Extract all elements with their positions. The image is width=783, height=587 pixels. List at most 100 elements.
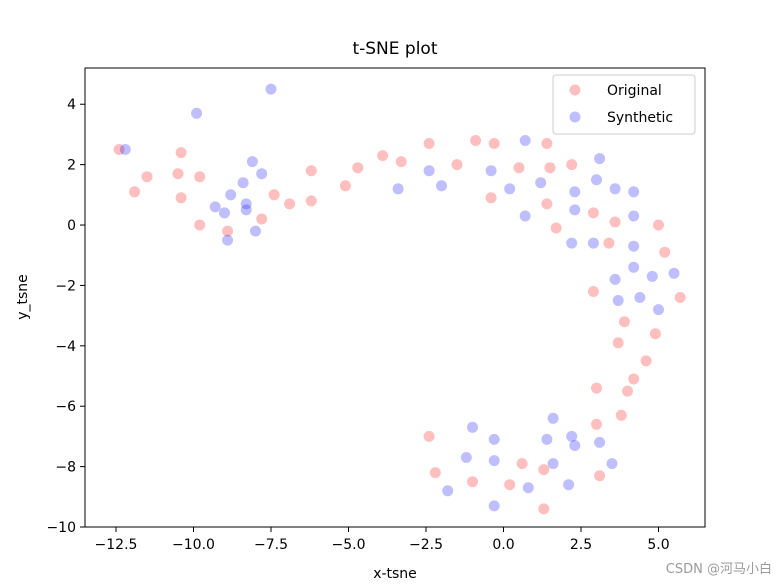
y-axis-ticks: −10 −8 −6 −4 −2 0 2 4 — [46, 97, 85, 536]
point-synthetic-21 — [569, 186, 581, 198]
point-original-1 — [129, 186, 141, 198]
point-original-6 — [194, 171, 206, 183]
point-synthetic-27 — [609, 183, 621, 195]
y-tick-label: −6 — [55, 399, 76, 415]
x-tick-label: −12.5 — [95, 537, 138, 553]
y-tick-label: −8 — [55, 460, 76, 476]
point-original-18 — [423, 138, 435, 149]
point-original-20 — [470, 135, 482, 146]
y-tick-label: 0 — [67, 218, 76, 234]
y-tick-label: −4 — [55, 339, 76, 355]
x-axis-title: x-tsne — [373, 566, 417, 582]
x-tick-label: 5.0 — [647, 537, 669, 553]
point-original-22 — [485, 192, 497, 204]
x-tick-label: 2.5 — [570, 537, 592, 553]
point-synthetic-24 — [587, 237, 599, 249]
point-original-15 — [352, 162, 364, 174]
point-synthetic-47 — [541, 433, 553, 445]
legend-marker-synthetic — [569, 111, 581, 123]
y-tick-label: 2 — [67, 158, 76, 174]
point-synthetic-42 — [488, 455, 500, 467]
x-tick-label: −10.0 — [172, 537, 215, 553]
point-original-35 — [618, 316, 630, 328]
point-synthetic-1 — [191, 107, 203, 119]
point-original-34 — [587, 286, 599, 297]
point-original-9 — [256, 213, 268, 225]
point-synthetic-26 — [594, 153, 606, 165]
point-original-47 — [467, 476, 478, 488]
point-original-24 — [541, 138, 553, 149]
point-synthetic-48 — [563, 479, 575, 491]
y-axis-title: y_tsne — [15, 274, 31, 320]
point-original-43 — [615, 409, 627, 421]
point-original-11 — [284, 198, 296, 210]
legend: Original Synthetic — [552, 74, 696, 135]
y-tick-label: −2 — [55, 278, 76, 294]
y-tick-label: −10 — [46, 520, 76, 536]
point-original-29 — [587, 207, 599, 219]
point-synthetic-40 — [442, 485, 454, 497]
point-synthetic-49 — [566, 430, 578, 442]
point-original-37 — [674, 292, 686, 303]
point-original-33 — [659, 246, 671, 258]
point-original-14 — [339, 180, 351, 192]
point-synthetic-3 — [209, 201, 221, 213]
point-original-3 — [172, 168, 184, 180]
point-original-25 — [544, 162, 556, 174]
point-original-16 — [377, 150, 389, 162]
point-synthetic-13 — [392, 183, 404, 195]
point-original-7 — [194, 219, 206, 231]
x-tick-label: −7.5 — [254, 537, 288, 553]
point-synthetic-39 — [460, 452, 472, 463]
point-synthetic-41 — [488, 433, 500, 445]
point-original-39 — [640, 355, 652, 367]
point-synthetic-34 — [634, 292, 646, 303]
y-tick-label: 4 — [67, 97, 76, 113]
point-original-28 — [566, 159, 578, 171]
point-original-45 — [423, 430, 435, 442]
point-synthetic-18 — [519, 135, 531, 146]
point-original-51 — [538, 503, 550, 515]
point-synthetic-9 — [240, 204, 252, 216]
x-axis-ticks: −12.5 −10.0 −7.5 −5.0 −2.5 0.0 2.5 5.0 — [95, 527, 670, 553]
point-original-41 — [622, 385, 633, 397]
point-synthetic-7 — [237, 177, 249, 189]
point-original-52 — [594, 470, 606, 482]
point-synthetic-51 — [594, 436, 606, 448]
point-original-44 — [591, 418, 602, 430]
point-original-19 — [451, 159, 463, 171]
point-original-13 — [305, 195, 317, 207]
point-synthetic-33 — [628, 261, 640, 273]
point-synthetic-11 — [250, 225, 261, 237]
point-synthetic-46 — [547, 458, 559, 470]
point-synthetic-37 — [668, 267, 680, 279]
point-original-32 — [653, 219, 664, 231]
x-tick-label: 0.0 — [492, 537, 514, 553]
point-synthetic-12 — [256, 168, 268, 180]
legend-marker-original — [569, 84, 581, 96]
point-synthetic-52 — [606, 458, 618, 470]
point-original-8 — [222, 225, 234, 237]
point-synthetic-36 — [653, 304, 664, 316]
point-original-4 — [175, 147, 187, 159]
point-original-42 — [591, 382, 602, 394]
point-original-36 — [612, 337, 624, 349]
legend-label-original: Original — [607, 83, 662, 99]
point-synthetic-23 — [566, 237, 578, 249]
point-synthetic-44 — [522, 482, 534, 494]
point-synthetic-0 — [119, 144, 131, 155]
point-synthetic-10 — [246, 156, 258, 168]
point-synthetic-5 — [222, 234, 234, 246]
legend-label-synthetic: Synthetic — [607, 110, 673, 126]
point-synthetic-15 — [436, 180, 447, 192]
point-synthetic-6 — [225, 189, 237, 201]
point-original-49 — [516, 458, 528, 470]
point-synthetic-32 — [628, 240, 640, 252]
legend-box — [552, 74, 696, 135]
points-layer — [113, 83, 686, 515]
point-synthetic-4 — [219, 207, 230, 219]
point-synthetic-28 — [609, 273, 621, 285]
point-original-40 — [628, 373, 640, 385]
